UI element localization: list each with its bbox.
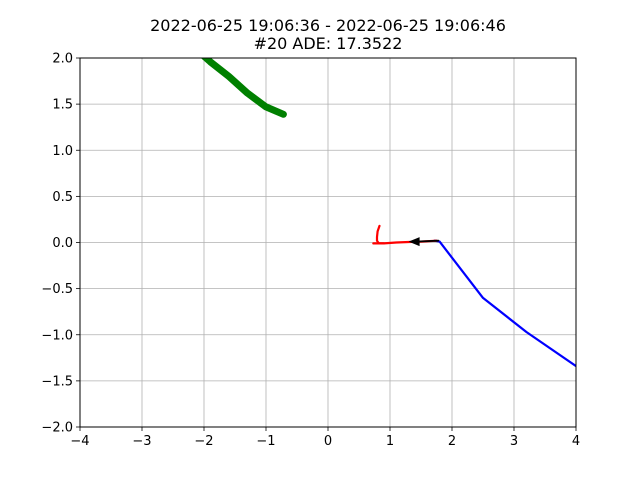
x-tick-label: −3 [132, 434, 151, 449]
y-tick-label: −1.5 [41, 374, 73, 389]
y-tick-label: −0.5 [41, 282, 73, 297]
x-axis: −4 −3 −2 −1 0 1 2 3 4 [70, 427, 580, 449]
x-tick-label: 4 [572, 434, 580, 449]
chart-title: 2022-06-25 19:06:36 - 2022-06-25 19:06:4… [150, 16, 506, 53]
y-tick-label: 1.5 [52, 98, 73, 113]
x-tick-label: 2 [448, 434, 456, 449]
y-tick-label: 0.0 [52, 236, 73, 251]
y-tick-label: 1.0 [52, 144, 73, 159]
x-tick-label: −4 [70, 434, 89, 449]
series-line-0 [200, 58, 287, 118]
y-tick-label: 0.5 [52, 190, 73, 205]
series-layer [200, 58, 576, 368]
x-tick-label: 0 [324, 434, 332, 449]
x-tick-label: 1 [386, 434, 394, 449]
y-tick-label: −1.0 [41, 328, 73, 343]
y-tick-label: −2.0 [41, 421, 73, 436]
x-tick-label: −1 [256, 434, 275, 449]
plot-area [79, 57, 577, 428]
y-tick-label: 2.0 [52, 52, 73, 67]
title-line-2: #20 ADE: 17.3522 [254, 34, 403, 53]
title-line-1: 2022-06-25 19:06:36 - 2022-06-25 19:06:4… [150, 16, 506, 35]
x-tick-label: 3 [510, 434, 518, 449]
y-axis: −2.0 −1.5 −1.0 −0.5 0.0 0.5 1.0 1.5 2.0 [41, 52, 80, 436]
x-tick-label: −2 [194, 434, 213, 449]
direction-arrow-head [408, 237, 420, 247]
